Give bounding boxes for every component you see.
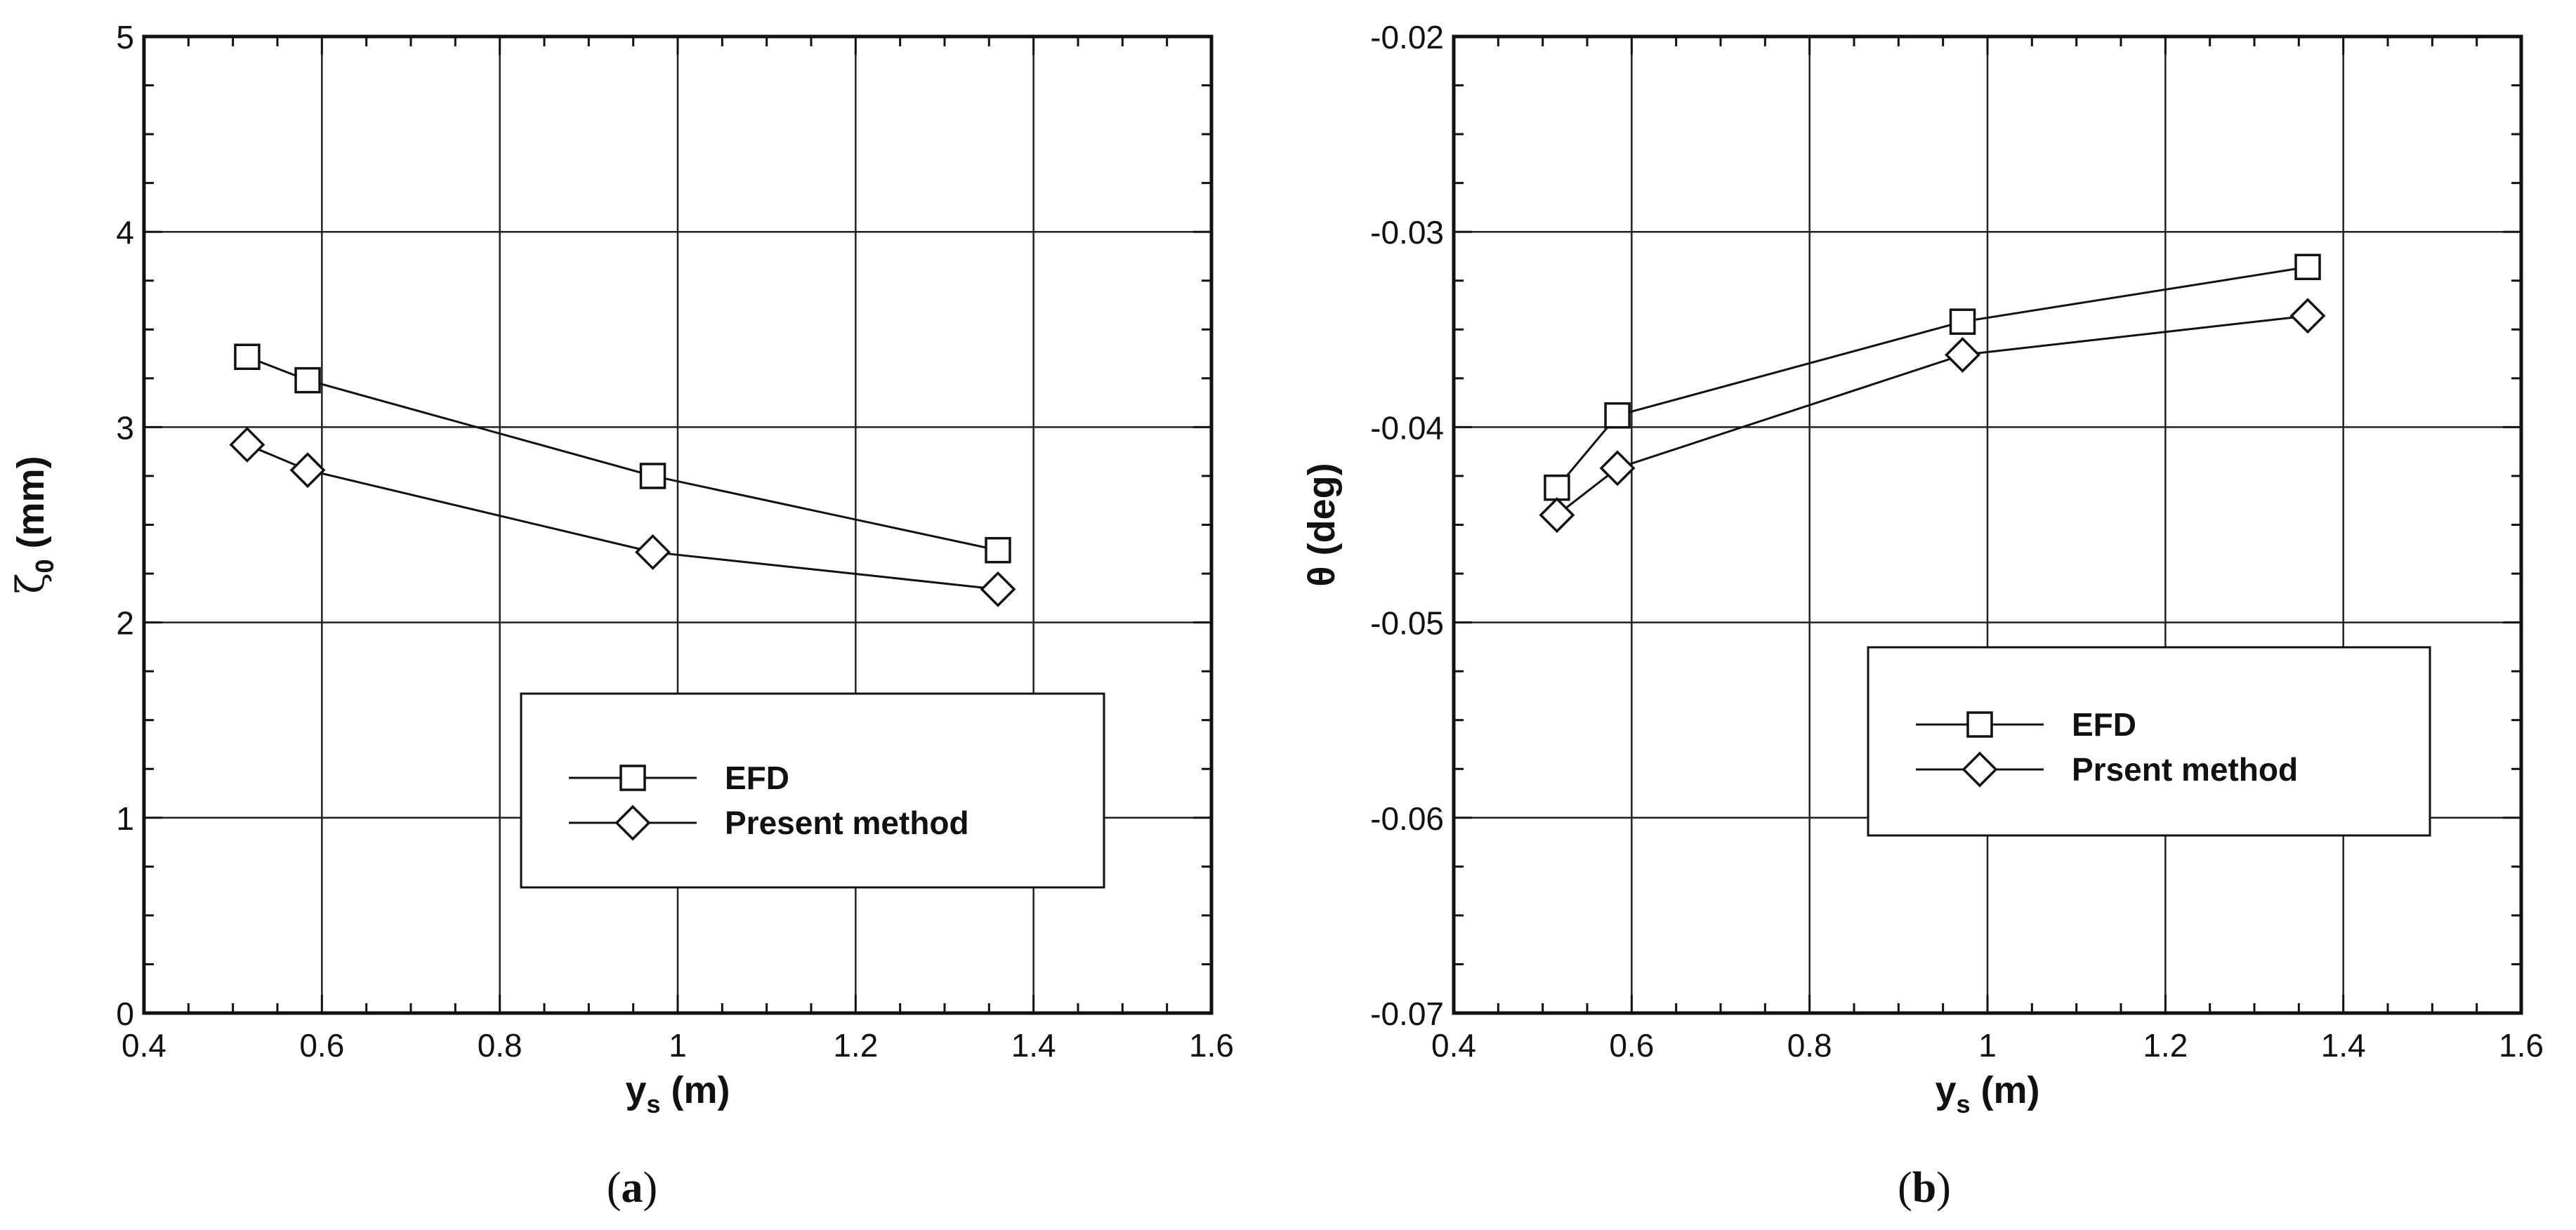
chart-panel-b: 0.4 0.6 0.8 1 1.2 1.4 1.6 -0.07 -0.06 -0.05 -0.04 -…: [1301, 19, 2544, 1212]
legend-diamond-marker: [1961, 751, 1998, 788]
x-tick-label: 1.6: [1189, 1027, 1234, 1064]
y-axis-title-symbol: ζ: [8, 573, 53, 593]
y-axis-title-subscript: 0: [30, 559, 59, 573]
legend-square-marker: [619, 765, 646, 791]
diamond-marker: [2289, 298, 2326, 334]
x-tick-label: 0.8: [478, 1027, 523, 1064]
caption-close: ): [643, 1164, 658, 1212]
y-axis-title-unit: (mm): [10, 456, 52, 559]
y-tick-label: 5: [116, 19, 134, 55]
square-marker: [1604, 402, 1631, 429]
square-marker: [294, 366, 321, 394]
diamond-marker: [229, 426, 265, 463]
series-present-method: [1539, 298, 2326, 534]
diamond-marker: [635, 534, 671, 570]
x-tick-label: 0.8: [1787, 1027, 1832, 1064]
x-tick-label: 0.4: [1431, 1027, 1476, 1064]
legend-diamond-marker: [615, 805, 651, 841]
y-tick-label: 1: [116, 800, 134, 837]
square-marker: [2294, 253, 2321, 281]
y-tick-label: -0.02: [1370, 19, 1444, 55]
square-marker: [234, 343, 261, 370]
x-axis-title: ys (m): [1935, 1069, 2039, 1118]
panel-caption: (a): [607, 1164, 657, 1212]
y-tick-label: -0.07: [1370, 996, 1444, 1032]
legend: EFD Prsent method: [1867, 646, 2431, 837]
caption-letter: b: [1912, 1164, 1936, 1212]
legend-label: EFD: [725, 760, 789, 796]
x-tick-label: 1.4: [1011, 1027, 1056, 1064]
x-axis-title-subscript: s: [1957, 1090, 1971, 1118]
caption-open: (: [607, 1164, 622, 1212]
series-line: [1556, 315, 2308, 516]
x-tick-label: 1.2: [2143, 1027, 2188, 1064]
legend-label: EFD: [2072, 706, 2136, 743]
square-marker: [1949, 308, 1976, 335]
y-axis-title: ζ0 (mm): [8, 456, 59, 593]
legend-box: [1867, 646, 2431, 837]
x-axis-title-symbol: y: [1935, 1069, 1956, 1111]
x-axis-title-symbol: y: [625, 1069, 646, 1111]
diamond-marker: [1945, 336, 1981, 373]
legend-label: Present method: [725, 805, 969, 841]
x-tick-label: 1.2: [833, 1027, 878, 1064]
caption-close: ): [1936, 1164, 1951, 1212]
plot-frame: [142, 34, 1214, 1015]
legend-box: [520, 692, 1105, 889]
x-axis-title-subscript: s: [647, 1090, 661, 1118]
plot-frame: [1452, 34, 2523, 1015]
caption-letter: a: [622, 1164, 643, 1212]
x-tick-label: 0.4: [121, 1027, 166, 1064]
series-line: [247, 355, 999, 552]
y-tick-label: 3: [116, 409, 134, 446]
diamond-marker: [289, 452, 326, 489]
y-tick-label: -0.05: [1370, 605, 1444, 642]
y-tick-label: -0.03: [1370, 214, 1444, 251]
y-tick-label: -0.04: [1370, 409, 1444, 446]
x-axis-title-unit: (m): [661, 1069, 730, 1111]
series-present-method: [229, 426, 1016, 607]
legend: EFD Present method: [520, 692, 1105, 889]
diamond-marker: [1599, 450, 1636, 487]
x-tick-label: 1.6: [2499, 1027, 2544, 1064]
x-axis-title-unit: (m): [1971, 1069, 2040, 1111]
x-tick-label: 1: [669, 1027, 687, 1064]
diamond-marker: [980, 571, 1016, 607]
x-tick-label: 1: [1978, 1027, 1997, 1064]
legend-label: Prsent method: [2072, 751, 2298, 788]
y-axis-title: θ (deg): [1301, 463, 1343, 586]
panel-caption: (b): [1898, 1164, 1951, 1212]
y-tick-label: 2: [116, 605, 134, 642]
x-tick-label: 0.6: [1609, 1027, 1654, 1064]
square-marker: [639, 463, 666, 489]
square-marker: [985, 536, 1011, 564]
x-axis-title: ys (m): [625, 1069, 730, 1118]
y-tick-label: 4: [116, 214, 134, 251]
x-tick-label: 0.6: [299, 1027, 344, 1064]
y-tick-label: -0.06: [1370, 800, 1444, 837]
diamond-marker: [1539, 497, 1575, 534]
legend-square-marker: [1966, 711, 1993, 738]
x-tick-label: 1.4: [2321, 1027, 2366, 1064]
y-axis-title-text: θ (deg): [1301, 463, 1343, 586]
caption-open: (: [1898, 1164, 1912, 1212]
series-line: [1556, 265, 2308, 489]
series-efd: [1544, 253, 2321, 501]
series-efd: [234, 343, 1011, 564]
series-line: [247, 444, 999, 590]
square-marker: [1544, 474, 1570, 501]
y-tick-label: 0: [116, 996, 134, 1032]
